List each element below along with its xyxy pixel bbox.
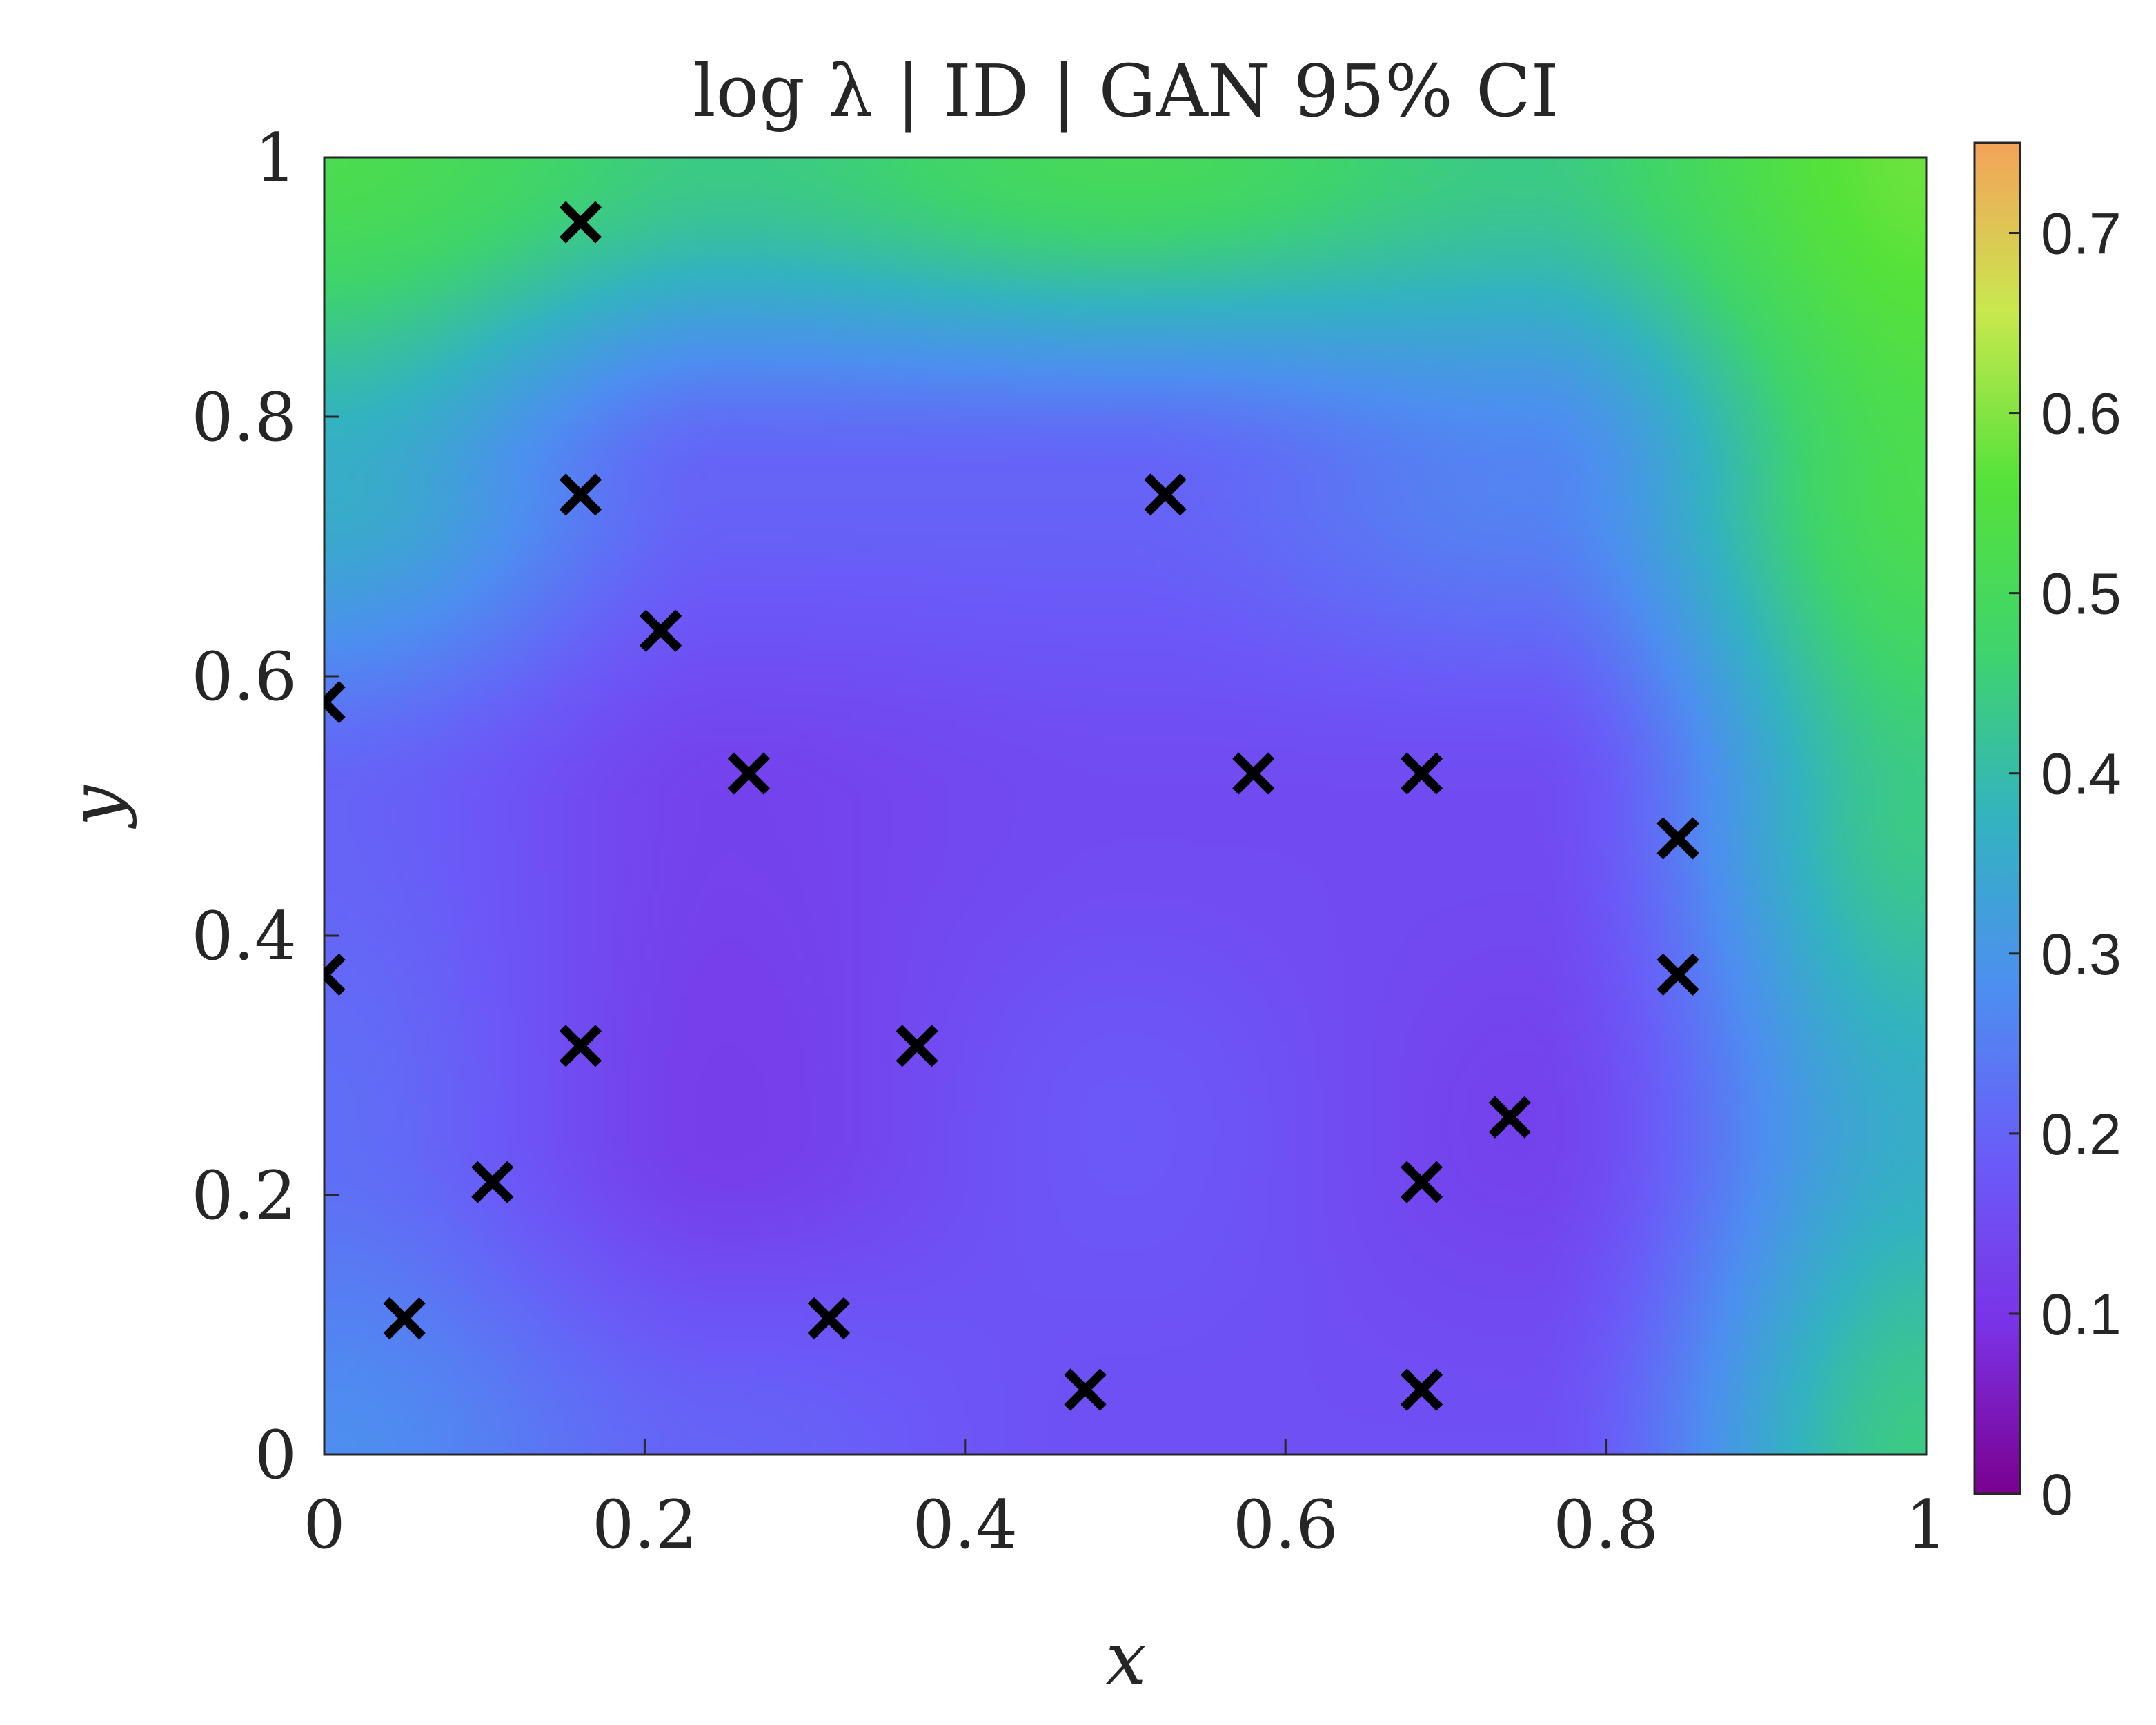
data-point-marker	[559, 201, 602, 244]
colorbar: 0 0.1 0.2 0.3 0.4 0.5 0.6 0.7	[1973, 141, 2122, 1527]
y-tick-label: 0.2	[191, 1157, 297, 1234]
data-point-marker	[640, 609, 682, 652]
y-tick-label: 0.8	[191, 379, 297, 456]
x-tick-label: 0.6	[1233, 1486, 1338, 1564]
colorbar-tick-label: 0.2	[2041, 1102, 2122, 1167]
data-point-marker	[559, 473, 602, 516]
x-tick-label: 0.8	[1553, 1486, 1659, 1564]
colorbar-tick-label: 0.6	[2041, 382, 2122, 446]
y-axis-label: y	[54, 785, 138, 829]
data-point-marker	[324, 953, 346, 996]
x-axis: 0 0.2 0.4 0.6 0.8 1	[303, 1439, 1948, 1564]
colorbar-tick-label: 0.1	[2041, 1282, 2122, 1347]
chart-title: log λ | ID | GAN 95% CI	[693, 49, 1559, 133]
data-point-marker	[1656, 953, 1699, 996]
data-point-marker	[1488, 1096, 1531, 1138]
data-point-marker	[1144, 473, 1187, 516]
data-point-marker	[471, 1161, 514, 1203]
x-tick-label: 0.2	[592, 1486, 698, 1564]
y-tick-label: 1	[255, 119, 297, 197]
data-point-marker	[727, 752, 770, 795]
y-tick-label: 0.4	[191, 898, 297, 975]
data-point-marker	[559, 1025, 602, 1067]
x-tick-label: 0	[303, 1486, 345, 1564]
y-tick-label: 0	[255, 1417, 297, 1494]
plot-frame	[323, 156, 1928, 1456]
colorbar-tick-label: 0.5	[2041, 562, 2122, 627]
data-point-marker	[1400, 1368, 1443, 1411]
y-tick-label: 0.6	[191, 638, 297, 716]
colorbar-tick-label: 0.4	[2041, 742, 2122, 807]
x-axis-label: x	[1106, 1617, 1147, 1701]
y-axis: 0 0.2 0.4 0.6 0.8 1	[191, 119, 339, 1494]
colorbar-ticks: 0 0.1 0.2 0.3 0.4 0.5 0.6 0.7	[2009, 201, 2122, 1527]
marker-layer	[324, 201, 1699, 1411]
colorbar-tick-label: 0	[2041, 1462, 2073, 1527]
data-point-marker	[383, 1297, 426, 1340]
plot-area	[323, 156, 1928, 1456]
data-point-marker	[1400, 752, 1443, 795]
colorbar-tick-label: 0.3	[2041, 922, 2122, 987]
data-point-marker	[1064, 1368, 1107, 1411]
data-point-marker	[1656, 817, 1699, 860]
data-point-marker	[807, 1297, 851, 1340]
x-tick-label: 0.4	[912, 1486, 1018, 1564]
heatmap-field	[324, 157, 1926, 1455]
data-point-marker	[896, 1025, 938, 1067]
colorbar-tick-label: 0.7	[2041, 201, 2122, 266]
colorbar-gradient	[1973, 141, 2021, 1495]
data-point-marker	[1232, 752, 1275, 795]
x-tick-label: 1	[1905, 1486, 1947, 1564]
data-point-marker	[1400, 1161, 1443, 1203]
data-point-marker	[324, 681, 346, 724]
